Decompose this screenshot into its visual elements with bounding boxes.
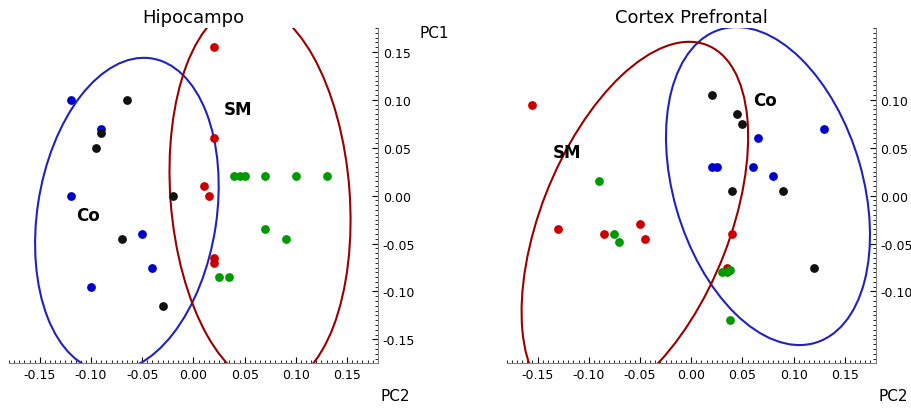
Point — [288, 174, 302, 180]
Point — [84, 284, 98, 290]
Point — [227, 174, 241, 180]
Point — [207, 260, 221, 266]
Point — [714, 269, 729, 276]
Point — [703, 164, 718, 171]
Point — [211, 274, 226, 281]
Point — [703, 93, 718, 99]
Point — [207, 45, 221, 51]
Point — [750, 135, 764, 142]
Point — [166, 193, 180, 199]
Point — [729, 112, 743, 118]
Text: PC2: PC2 — [380, 388, 410, 404]
Point — [115, 236, 129, 242]
Point — [94, 126, 108, 133]
Point — [709, 164, 723, 171]
Point — [119, 97, 134, 104]
Point — [724, 188, 739, 195]
Text: Co: Co — [76, 206, 99, 224]
Point — [744, 164, 759, 171]
Point — [88, 145, 103, 152]
Text: SM: SM — [552, 144, 581, 162]
Point — [237, 174, 251, 180]
Point — [207, 135, 221, 142]
Point — [816, 126, 831, 133]
Point — [719, 269, 733, 276]
Point — [525, 102, 539, 109]
Point — [765, 174, 780, 180]
Point — [632, 221, 647, 228]
Point — [734, 121, 749, 128]
Point — [63, 97, 77, 104]
Point — [611, 239, 626, 245]
Point — [155, 303, 169, 309]
Point — [221, 274, 236, 281]
Point — [775, 188, 790, 195]
Point — [196, 183, 210, 190]
Point — [722, 268, 737, 274]
Point — [258, 226, 272, 233]
Point — [637, 236, 651, 242]
Text: PC2: PC2 — [877, 388, 906, 404]
Point — [724, 231, 739, 238]
Point — [135, 231, 149, 238]
Point — [319, 174, 333, 180]
Point — [607, 231, 621, 238]
Point — [207, 255, 221, 261]
Text: SM: SM — [224, 101, 252, 119]
Point — [806, 265, 821, 271]
Title: Cortex Prefrontal: Cortex Prefrontal — [614, 9, 767, 27]
Text: PC1: PC1 — [419, 26, 448, 41]
Title: Hipocampo: Hipocampo — [142, 9, 244, 27]
Point — [596, 231, 610, 238]
Point — [145, 265, 159, 271]
Point — [63, 193, 77, 199]
Point — [232, 174, 247, 180]
Point — [201, 193, 216, 199]
Text: Co: Co — [752, 91, 775, 109]
Point — [94, 131, 108, 138]
Point — [591, 178, 606, 185]
Point — [719, 265, 733, 271]
Point — [278, 236, 292, 242]
Point — [550, 226, 565, 233]
Point — [722, 317, 737, 324]
Point — [258, 174, 272, 180]
